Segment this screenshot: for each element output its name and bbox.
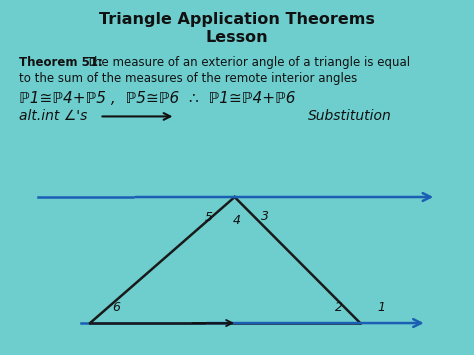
- Text: Lesson: Lesson: [206, 30, 268, 45]
- Text: to the sum of the measures of the remote interior angles: to the sum of the measures of the remote…: [19, 72, 357, 85]
- Text: 6: 6: [112, 301, 120, 313]
- Text: Theorem 51:: Theorem 51:: [19, 56, 103, 69]
- Text: ℙ1≅ℙ4+ℙ5 ,  ℙ5≅ℙ6  ∴  ℙ1≅ℙ4+ℙ6: ℙ1≅ℙ4+ℙ5 , ℙ5≅ℙ6 ∴ ℙ1≅ℙ4+ℙ6: [19, 91, 295, 106]
- Text: Substitution: Substitution: [308, 109, 392, 124]
- Text: 4: 4: [233, 214, 241, 226]
- Text: alt.int ∠'s: alt.int ∠'s: [19, 109, 87, 124]
- Text: Triangle Application Theorems: Triangle Application Theorems: [99, 12, 375, 27]
- Text: 3: 3: [262, 210, 269, 223]
- Text: 2: 2: [335, 301, 343, 313]
- Text: The measure of an exterior angle of a triangle is equal: The measure of an exterior angle of a tr…: [83, 56, 410, 69]
- Text: 1: 1: [378, 301, 385, 313]
- Text: 5: 5: [205, 211, 212, 224]
